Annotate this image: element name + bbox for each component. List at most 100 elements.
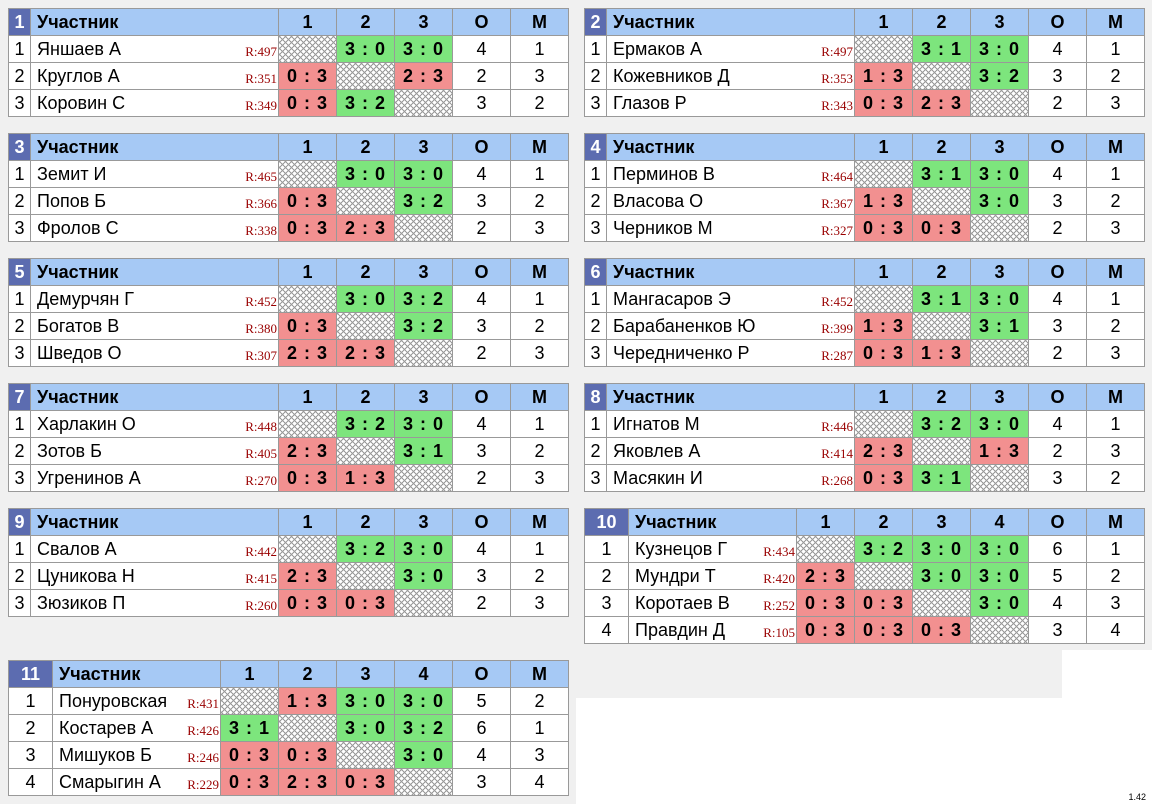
player-rating: R:246 <box>187 750 219 765</box>
points-header: О <box>1028 133 1087 161</box>
opponent-column-header: 2 <box>336 258 395 286</box>
match-score: 3 : 0 <box>970 589 1029 617</box>
group-number: 6 <box>584 258 607 286</box>
match-score: 1 : 3 <box>970 437 1029 465</box>
match-score: 3 : 1 <box>220 714 279 742</box>
row-number: 3 <box>584 464 607 492</box>
player-name: Шведов О <box>37 342 122 363</box>
self-match-cell <box>912 437 971 465</box>
participant-header: Участник <box>606 8 855 36</box>
player-cell: Коровин С R:349 <box>30 89 279 117</box>
self-match-cell <box>278 285 337 313</box>
player-rating: R:268 <box>821 473 853 488</box>
place-value: 2 <box>510 187 569 215</box>
place-header: М <box>1086 8 1145 36</box>
self-match-cell <box>220 687 279 715</box>
player-name: Глазов Р <box>613 92 687 113</box>
match-score: 3 : 2 <box>854 535 913 563</box>
row-number: 3 <box>8 89 31 117</box>
match-score: 0 : 3 <box>854 464 913 492</box>
points-value: 3 <box>1028 62 1087 90</box>
match-score: 0 : 3 <box>278 741 337 769</box>
opponent-column-header: 2 <box>854 508 913 536</box>
points-value: 2 <box>452 62 511 90</box>
row-number: 3 <box>8 339 31 367</box>
player-rating: R:252 <box>763 598 795 613</box>
place-value: 3 <box>510 741 569 769</box>
player-rating: R:287 <box>821 348 853 363</box>
match-score: 3 : 0 <box>970 285 1029 313</box>
player-name: Игнатов М <box>613 413 700 434</box>
player-name: Мишуков Б <box>59 744 152 765</box>
row-number: 2 <box>584 187 607 215</box>
player-cell: Глазов Р R:343 <box>606 89 855 117</box>
opponent-column-header: 3 <box>394 258 453 286</box>
self-match-cell <box>970 616 1029 644</box>
self-match-cell <box>854 35 913 63</box>
place-value: 1 <box>510 535 569 563</box>
match-score: 3 : 1 <box>394 437 453 465</box>
place-value: 1 <box>1086 285 1145 313</box>
match-score: 2 : 3 <box>278 562 337 590</box>
row-number: 3 <box>8 589 31 617</box>
opponent-column-header: 3 <box>394 383 453 411</box>
opponent-column-header: 2 <box>912 133 971 161</box>
self-match-cell <box>854 410 913 438</box>
match-score: 2 : 3 <box>336 339 395 367</box>
match-score: 3 : 0 <box>336 35 395 63</box>
place-header: М <box>510 133 569 161</box>
points-value: 4 <box>452 160 511 188</box>
row-number: 2 <box>584 62 607 90</box>
match-score: 3 : 2 <box>394 187 453 215</box>
opponent-column-header: 1 <box>854 133 913 161</box>
place-value: 3 <box>1086 339 1145 367</box>
player-rating: R:452 <box>245 294 277 309</box>
match-score: 0 : 3 <box>278 464 337 492</box>
player-rating: R:399 <box>821 321 853 336</box>
match-score: 3 : 2 <box>394 285 453 313</box>
player-name: Кузнецов Г <box>635 538 728 559</box>
place-value: 3 <box>1086 89 1145 117</box>
player-cell: Коротаев В R:252 <box>628 589 797 617</box>
match-score: 0 : 3 <box>854 214 913 242</box>
points-value: 6 <box>1028 535 1087 563</box>
match-score: 0 : 3 <box>220 741 279 769</box>
match-score: 0 : 3 <box>796 616 855 644</box>
player-name: Чередниченко Р <box>613 342 750 363</box>
match-score: 3 : 2 <box>912 410 971 438</box>
match-score: 3 : 1 <box>912 160 971 188</box>
points-value: 3 <box>1028 616 1087 644</box>
player-cell: Смарыгин А R:229 <box>52 768 221 796</box>
self-match-cell <box>796 535 855 563</box>
player-name: Зотов Б <box>37 440 102 461</box>
points-value: 5 <box>452 687 511 715</box>
player-rating: R:415 <box>245 571 277 586</box>
opponent-column-header: 1 <box>278 383 337 411</box>
opponent-column-header: 3 <box>970 383 1029 411</box>
self-match-cell <box>970 214 1029 242</box>
match-score: 0 : 3 <box>854 89 913 117</box>
points-header: О <box>452 383 511 411</box>
points-value: 4 <box>452 35 511 63</box>
group-number: 10 <box>584 508 629 536</box>
points-value: 2 <box>452 214 511 242</box>
match-score: 3 : 1 <box>912 285 971 313</box>
table-header-row: 11 Участник 1 2 3 4 О М <box>8 660 569 688</box>
self-match-cell <box>970 89 1029 117</box>
player-rating: R:307 <box>245 348 277 363</box>
participant-header: Участник <box>30 508 279 536</box>
